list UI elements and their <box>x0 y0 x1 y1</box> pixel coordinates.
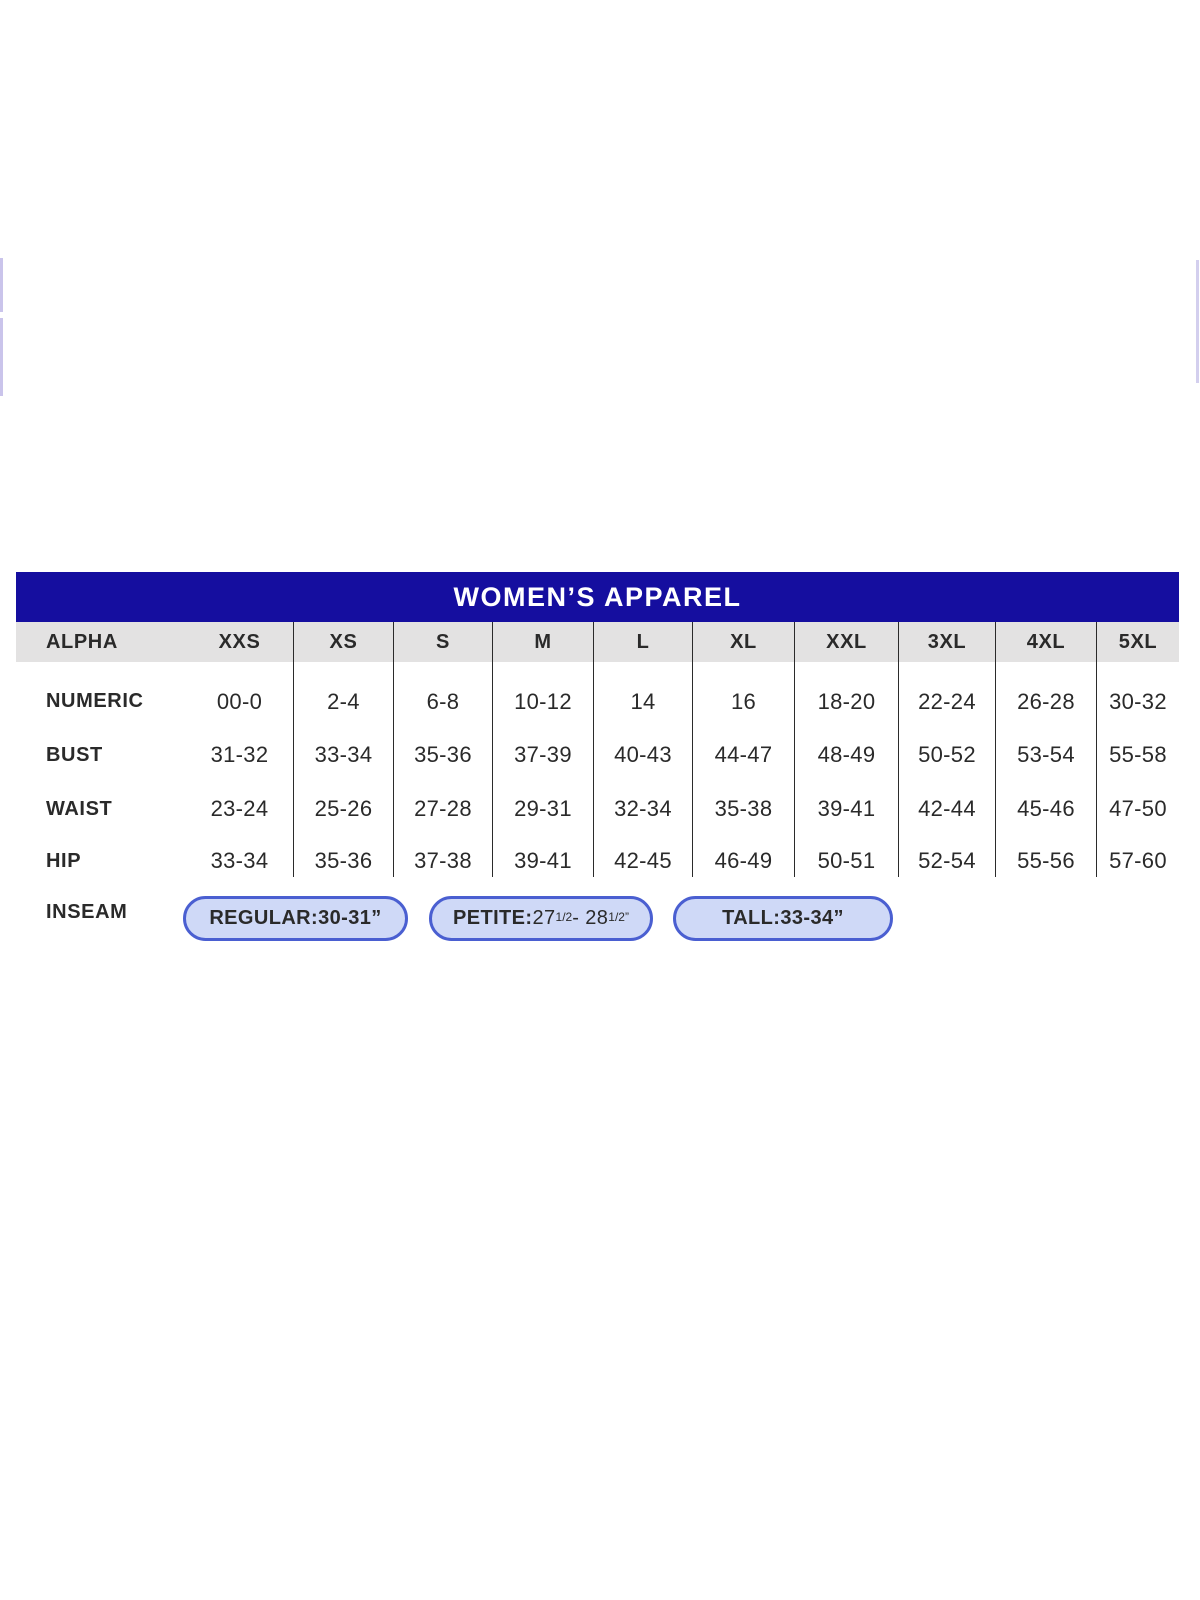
table-cell: 6-8 <box>393 662 492 728</box>
left-edge-mark <box>0 318 3 396</box>
chart-title-bar: WOMEN’S APPAREL <box>16 572 1179 622</box>
pill-value: 27 <box>532 907 556 929</box>
table-cell: 42-45 <box>593 836 692 877</box>
table-row-waist: WAIST 23-24 25-26 27-28 29-31 32-34 35-3… <box>16 782 1179 836</box>
pill-label: PETITE: <box>453 907 533 929</box>
table-cell: 46-49 <box>692 836 794 877</box>
row-label: INSEAM <box>46 900 128 923</box>
table-cell: 52-54 <box>898 836 995 877</box>
row-label: BUST <box>46 743 103 766</box>
inseam-tall-pill: TALL: 33-34” <box>673 896 893 941</box>
table-cell: 50-51 <box>794 836 898 877</box>
table-cell: 30-32 <box>1096 662 1179 728</box>
table-cell: 29-31 <box>492 782 593 836</box>
pill-label: REGULAR: <box>209 907 319 929</box>
row-label: WAIST <box>46 797 113 820</box>
column-header-m: M <box>492 622 593 662</box>
table-cell: 23-24 <box>210 796 269 821</box>
table-cell: 27-28 <box>393 782 492 836</box>
table-cell: 14 <box>593 662 692 728</box>
pill-value: 33-34” <box>780 907 844 929</box>
table-cell: 35-38 <box>692 782 794 836</box>
table-cell: 33-34 <box>210 848 269 873</box>
table-cell: 35-36 <box>293 836 393 877</box>
table-cell: 22-24 <box>898 662 995 728</box>
table-cell: 00-0 <box>216 688 263 714</box>
table-cell: 39-41 <box>794 782 898 836</box>
table-row-numeric: NUMERIC 00-0 2-4 6-8 10-12 14 16 18-20 2… <box>16 662 1179 728</box>
table-cell: 25-26 <box>293 782 393 836</box>
table-cell: 48-49 <box>794 728 898 782</box>
inseam-regular-pill: REGULAR: 30-31” <box>183 896 408 941</box>
table-cell: 31-32 <box>210 742 269 767</box>
column-header-xs: XS <box>293 622 393 662</box>
column-header-xl: XL <box>692 622 794 662</box>
table-cell: 39-41 <box>492 836 593 877</box>
table-cell: 55-58 <box>1096 728 1179 782</box>
column-header-xxs: XXS <box>218 630 261 653</box>
column-header-s: S <box>393 622 492 662</box>
table-cell: 53-54 <box>995 728 1096 782</box>
column-header-xxl: XXL <box>794 622 898 662</box>
table-cell: 57-60 <box>1096 836 1179 877</box>
table-cell: 37-38 <box>393 836 492 877</box>
table-cell: 50-52 <box>898 728 995 782</box>
row-label: HIP <box>46 849 82 872</box>
column-header-alpha: ALPHA <box>46 630 118 653</box>
pill-fraction: 1/2 <box>555 909 573 924</box>
table-cell: 10-12 <box>492 662 593 728</box>
table-row-bust: BUST 31-32 33-34 35-36 37-39 40-43 44-47… <box>16 728 1179 782</box>
pill-label: TALL: <box>722 907 781 929</box>
right-edge-mark <box>1196 260 1199 383</box>
column-header-5xl: 5XL <box>1096 622 1179 662</box>
inseam-petite-pill: PETITE: 27 1/2 - 28 1/2” <box>429 896 653 941</box>
table-cell: 18-20 <box>794 662 898 728</box>
table-cell: 40-43 <box>593 728 692 782</box>
table-cell: 33-34 <box>293 728 393 782</box>
table-cell: 44-47 <box>692 728 794 782</box>
table-cell: 42-44 <box>898 782 995 836</box>
column-header-l: L <box>593 622 692 662</box>
table-cell: 55-56 <box>995 836 1096 877</box>
column-header-4xl: 4XL <box>995 622 1096 662</box>
table-cell: 2-4 <box>293 662 393 728</box>
table-row-hip: HIP 33-34 35-36 37-38 39-41 42-45 46-49 … <box>16 836 1179 877</box>
left-edge-mark <box>0 258 3 312</box>
table-cell: 26-28 <box>995 662 1096 728</box>
table-cell: 47-50 <box>1096 782 1179 836</box>
pill-fraction: 1/2” <box>608 909 629 924</box>
column-header-3xl: 3XL <box>898 622 995 662</box>
table-cell: 32-34 <box>593 782 692 836</box>
table-row-inseam: INSEAM REGULAR: 30-31” PETITE: 27 1/2 - … <box>16 877 1179 947</box>
chart-title: WOMEN’S APPAREL <box>453 581 742 612</box>
size-header-row: ALPHA XXS XS S M L XL XXL 3XL 4XL 5XL <box>16 622 1179 662</box>
womens-apparel-size-chart: WOMEN’S APPAREL ALPHA XXS XS S M L XL XX… <box>16 572 1179 947</box>
table-cell: 45-46 <box>995 782 1096 836</box>
row-label: NUMERIC <box>46 690 144 712</box>
pill-value: 30-31” <box>318 907 382 929</box>
pill-value: - 28 <box>572 907 609 929</box>
table-cell: 16 <box>692 662 794 728</box>
table-cell: 37-39 <box>492 728 593 782</box>
table-cell: 35-36 <box>393 728 492 782</box>
